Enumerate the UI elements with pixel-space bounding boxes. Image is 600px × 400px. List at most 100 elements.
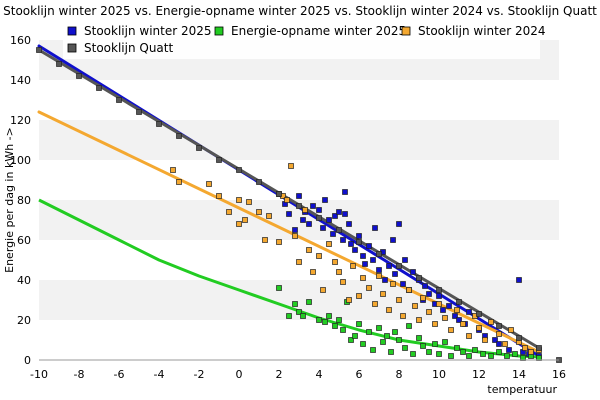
point-stooklijn-winter-2024: [262, 237, 268, 243]
point-energie-opname-winter-2025: [316, 317, 322, 323]
legend-label-stooklijn-quatt: Stooklijn Quatt: [84, 41, 173, 55]
point-energie-opname-winter-2025: [340, 327, 346, 333]
point-stooklijn-winter-2025: [370, 257, 376, 263]
point-stooklijn-winter-2025: [402, 257, 408, 263]
point-stooklijn-winter-2024: [376, 273, 382, 279]
point-energie-opname-winter-2025: [406, 323, 412, 329]
y-tick-label: 120: [10, 114, 31, 127]
y-tick-label: 40: [17, 274, 31, 287]
y-axis-label: Energie per dag in kWh ->: [3, 127, 16, 273]
point-energie-opname-winter-2025: [416, 335, 422, 341]
point-stooklijn-winter-2024: [460, 321, 466, 327]
point-stooklijn-winter-2024: [256, 209, 262, 215]
plot-area: [39, 40, 559, 320]
point-stooklijn-winter-2025: [390, 237, 396, 243]
point-energie-opname-winter-2025: [276, 285, 282, 291]
point-stooklijn-quatt: [216, 157, 222, 163]
y-tick-label: 20: [17, 314, 31, 327]
y-tick-label: 140: [10, 74, 31, 87]
x-tick-label: 12: [472, 368, 486, 381]
point-stooklijn-winter-2024: [242, 217, 248, 223]
point-stooklijn-winter-2025: [342, 189, 348, 195]
point-energie-opname-winter-2025: [356, 321, 362, 327]
point-energie-opname-winter-2025: [420, 343, 426, 349]
legend-label-stooklijn-2024: Stooklijn winter 2024: [418, 24, 546, 38]
point-stooklijn-winter-2025: [300, 217, 306, 223]
point-energie-opname-winter-2025: [488, 353, 494, 359]
point-stooklijn-quatt: [196, 145, 202, 151]
point-stooklijn-winter-2025: [396, 221, 402, 227]
point-stooklijn-winter-2024: [226, 209, 232, 215]
point-stooklijn-winter-2025: [356, 233, 362, 239]
y-tick-label: 60: [17, 234, 31, 247]
point-stooklijn-quatt: [456, 299, 462, 305]
point-stooklijn-winter-2024: [236, 197, 242, 203]
legend-marker-stooklijn-2025: [67, 26, 77, 36]
point-stooklijn-quatt: [376, 251, 382, 257]
legend-marker-stooklijn-quatt: [67, 43, 77, 53]
point-stooklijn-winter-2025: [440, 307, 446, 313]
y-tick-label: 160: [10, 34, 31, 47]
x-tick-label: 0: [236, 368, 243, 381]
point-stooklijn-winter-2024: [346, 297, 352, 303]
point-stooklijn-winter-2024: [292, 233, 298, 239]
point-stooklijn-winter-2024: [350, 263, 356, 269]
point-energie-opname-winter-2025: [370, 347, 376, 353]
point-stooklijn-winter-2024: [454, 307, 460, 313]
point-stooklijn-quatt: [236, 167, 242, 173]
point-energie-opname-winter-2025: [380, 339, 386, 345]
y-tick-label: 0: [24, 354, 31, 367]
point-energie-opname-winter-2025: [376, 325, 382, 331]
point-energie-opname-winter-2025: [512, 351, 518, 357]
x-tick-label: -8: [74, 368, 85, 381]
point-stooklijn-winter-2025: [400, 281, 406, 287]
y-tick-label: 100: [10, 154, 31, 167]
point-energie-opname-winter-2025: [332, 323, 338, 329]
point-energie-opname-winter-2025: [352, 333, 358, 339]
y-tick-label: 80: [17, 194, 31, 207]
point-stooklijn-winter-2024: [522, 345, 528, 351]
point-energie-opname-winter-2025: [448, 353, 454, 359]
point-stooklijn-winter-2025: [392, 271, 398, 277]
point-stooklijn-winter-2024: [488, 319, 494, 325]
point-energie-opname-winter-2025: [454, 345, 460, 351]
point-stooklijn-quatt: [136, 109, 142, 115]
point-stooklijn-quatt: [276, 191, 282, 197]
point-stooklijn-quatt: [156, 121, 162, 127]
point-stooklijn-winter-2024: [502, 341, 508, 347]
point-stooklijn-winter-2025: [316, 207, 322, 213]
point-stooklijn-winter-2024: [288, 163, 294, 169]
point-stooklijn-winter-2025: [382, 277, 388, 283]
point-stooklijn-winter-2025: [306, 221, 312, 227]
point-stooklijn-winter-2025: [362, 261, 368, 267]
point-energie-opname-winter-2025: [426, 349, 432, 355]
point-stooklijn-winter-2024: [412, 303, 418, 309]
point-energie-opname-winter-2025: [396, 337, 402, 343]
x-tick-label: 2: [276, 368, 283, 381]
point-stooklijn-winter-2024: [176, 179, 182, 185]
point-stooklijn-winter-2024: [466, 333, 472, 339]
point-stooklijn-winter-2024: [340, 279, 346, 285]
point-stooklijn-winter-2025: [506, 347, 512, 353]
point-stooklijn-winter-2024: [482, 337, 488, 343]
point-stooklijn-winter-2025: [346, 221, 352, 227]
point-stooklijn-winter-2025: [456, 317, 462, 323]
point-energie-opname-winter-2025: [326, 313, 332, 319]
point-energie-opname-winter-2025: [480, 351, 486, 357]
point-stooklijn-winter-2024: [372, 301, 378, 307]
point-stooklijn-winter-2025: [296, 193, 302, 199]
point-stooklijn-winter-2024: [206, 181, 212, 187]
point-stooklijn-winter-2024: [360, 275, 366, 281]
data-markers: [36, 47, 562, 363]
x-tick-label: 16: [552, 368, 566, 381]
point-energie-opname-winter-2025: [366, 329, 372, 335]
point-stooklijn-winter-2025: [286, 211, 292, 217]
legend-label-energie-opname-2025: Energie-opname winter 2025: [231, 24, 406, 38]
point-stooklijn-winter-2025: [340, 237, 346, 243]
point-stooklijn-winter-2024: [246, 199, 252, 205]
point-stooklijn-winter-2024: [390, 281, 396, 287]
point-stooklijn-winter-2024: [296, 259, 302, 265]
point-energie-opname-winter-2025: [460, 349, 466, 355]
point-stooklijn-winter-2024: [416, 317, 422, 323]
legend-marker-stooklijn-2024: [401, 26, 411, 36]
